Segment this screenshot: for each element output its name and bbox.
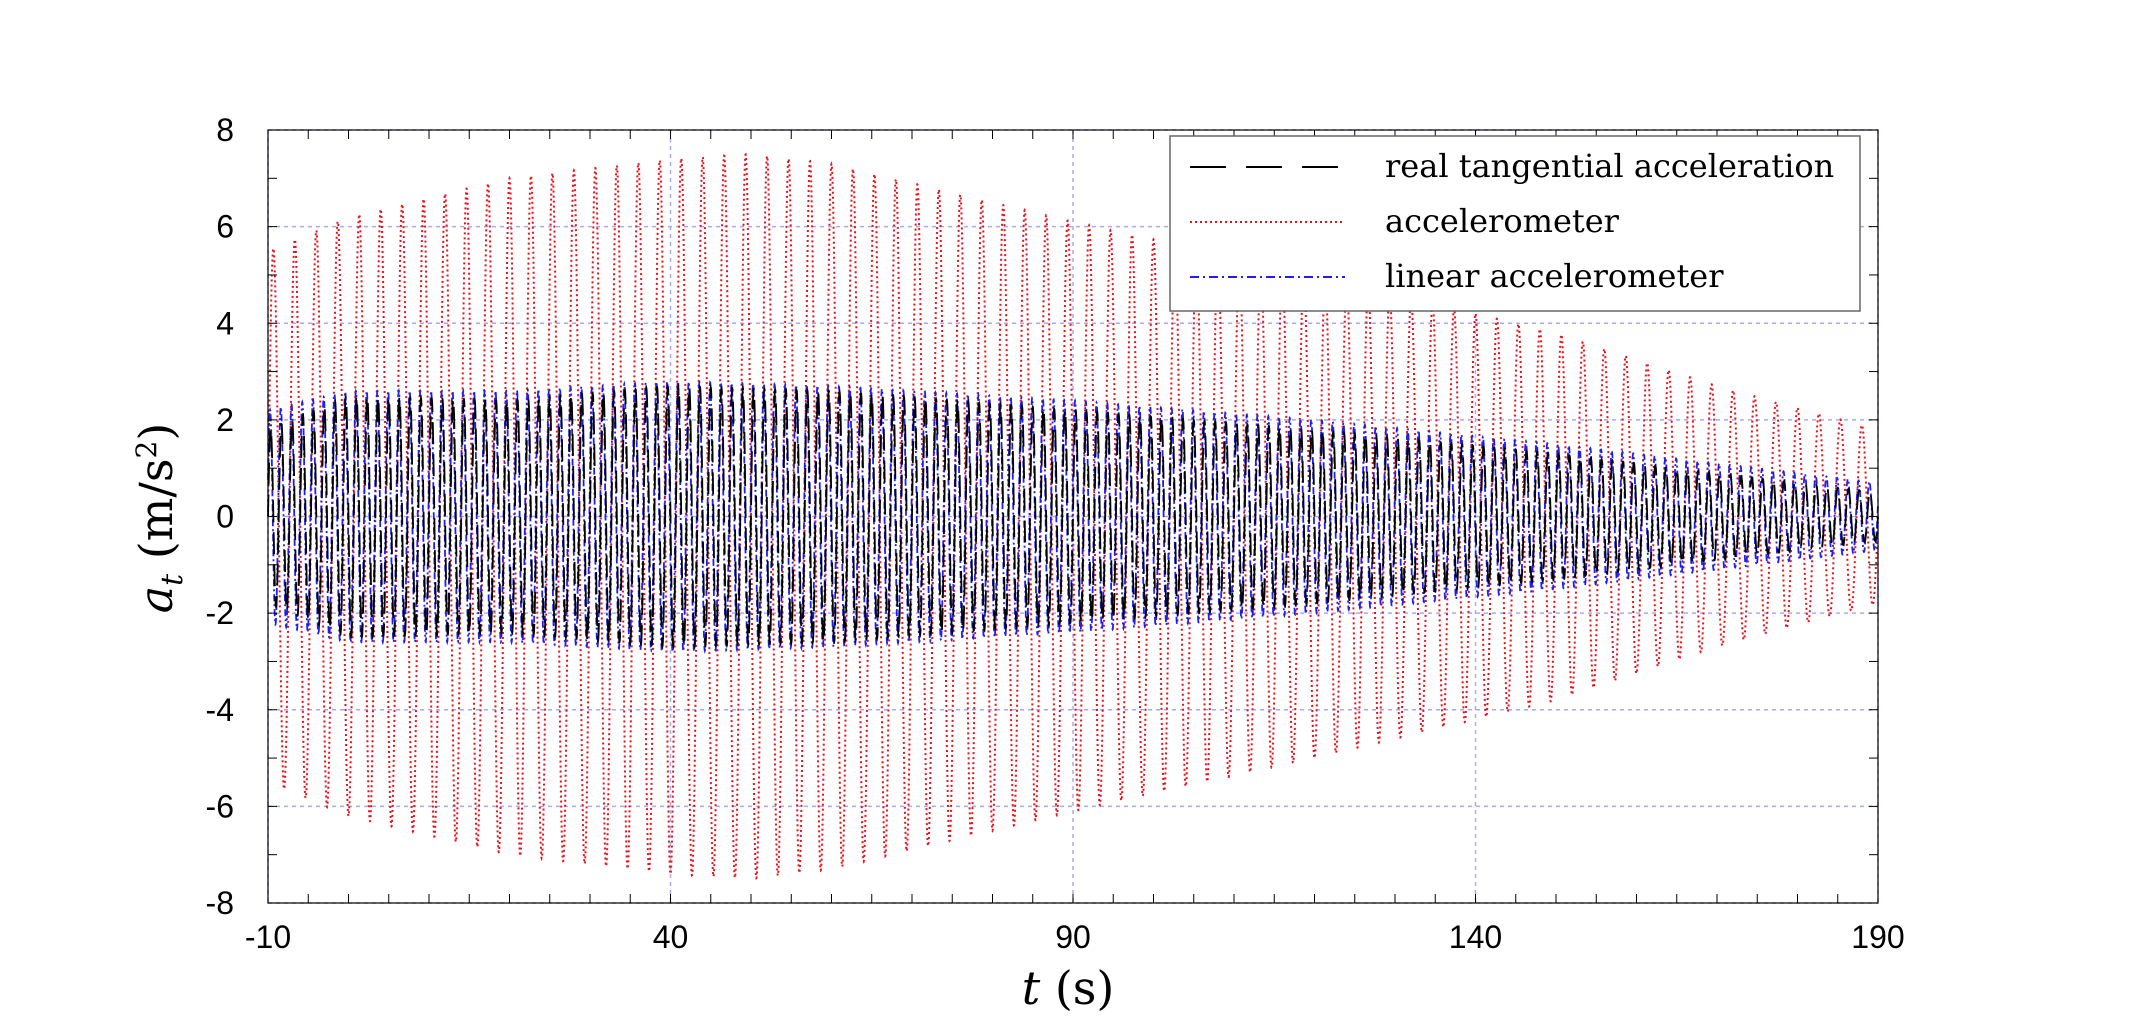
y-tick-label: -2 — [206, 595, 234, 631]
legend-item-linear-accelerometer: linear accelerometer — [1190, 257, 1724, 295]
y-tick-label: -8 — [206, 885, 234, 921]
y-tick-label: 4 — [216, 305, 234, 341]
x-tick-label: 190 — [1851, 919, 1904, 955]
x-tick-label: -10 — [245, 919, 291, 955]
legend-label-real-tangential: real tangential acceleration — [1385, 147, 1834, 185]
legend-label-linear-accelerometer: linear accelerometer — [1385, 257, 1724, 295]
x-tick-label: 90 — [1055, 919, 1091, 955]
y-tick-label: -4 — [206, 692, 234, 728]
y-tick-label: 8 — [216, 112, 234, 148]
x-tick-label: 40 — [653, 919, 689, 955]
legend-box — [1169, 135, 1861, 312]
legend-item-real-tangential: real tangential acceleration — [1190, 147, 1834, 185]
series-real-tangential — [267, 382, 1879, 650]
y-tick-label: 2 — [216, 402, 234, 438]
x-tick-label: 140 — [1449, 919, 1502, 955]
series-accelerometer — [267, 152, 1879, 881]
ticks — [267, 129, 1879, 904]
y-tick-label: 6 — [216, 209, 234, 245]
y-tick-label: 0 — [216, 499, 234, 535]
plot-series — [267, 152, 1879, 881]
tick-labels: -10 40 90 140 190 -8 -6 -4 -2 0 2 4 6 8 — [206, 112, 1905, 955]
legend-item-accelerometer: accelerometer — [1190, 202, 1620, 240]
x-axis-label: t (s) — [1022, 961, 1115, 1015]
y-tick-label: -6 — [206, 788, 234, 824]
legend: real tangential acceleration acceleromet… — [1169, 135, 1861, 312]
y-axis-label: at (m/s2) — [129, 423, 190, 614]
legend-label-accelerometer: accelerometer — [1385, 202, 1620, 240]
